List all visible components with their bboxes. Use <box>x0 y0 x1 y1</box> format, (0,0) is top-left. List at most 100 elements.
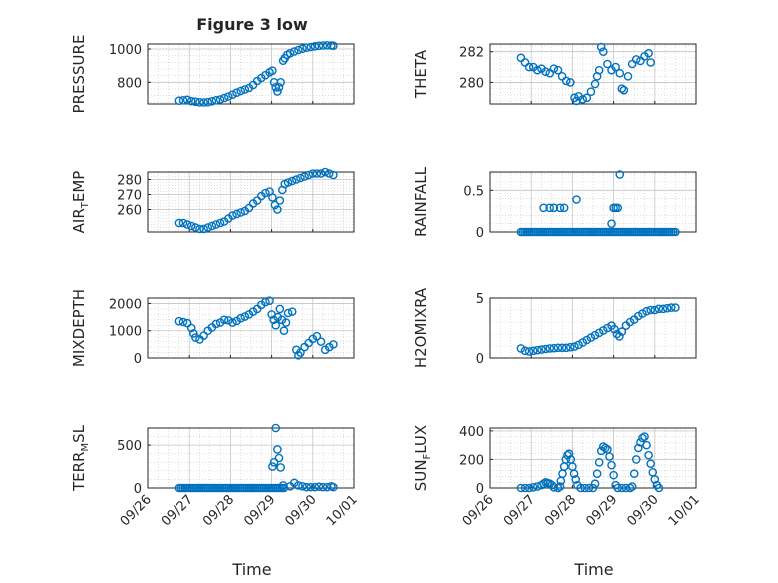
data-point <box>619 85 629 95</box>
panel-terr_msl: 0 500 09/26 09/27 09/28 09/29 09/30 10/01 TERRMS… <box>70 423 361 529</box>
data-point <box>613 203 623 213</box>
data-point <box>559 203 569 213</box>
data-point <box>625 483 635 493</box>
data-point <box>528 346 538 356</box>
y-tick-label: 270 <box>117 189 142 204</box>
x-tick-label: 09/26 <box>118 492 155 529</box>
data-point <box>199 224 208 234</box>
data-point <box>195 224 204 234</box>
data-point <box>588 483 598 493</box>
data-point <box>617 483 627 493</box>
data-point <box>189 329 198 338</box>
data-point <box>558 469 567 479</box>
data-point <box>607 460 616 470</box>
x-tick-label: 10/01 <box>324 492 361 529</box>
data-point <box>615 68 625 78</box>
data-point <box>285 48 295 58</box>
data-point <box>609 470 618 480</box>
data-point <box>642 306 651 316</box>
y-tick-label: 400 <box>459 425 484 440</box>
panel-theta: 280 282 THETA <box>412 42 697 106</box>
y-tick-label: 0 <box>134 482 142 497</box>
data-point <box>533 65 542 75</box>
data-point <box>671 227 680 237</box>
data-point <box>569 469 579 479</box>
y-axis-label: TERRMSL <box>70 424 91 492</box>
y-tick-label: 5 <box>476 292 484 307</box>
data-point <box>275 196 285 205</box>
data-point <box>623 72 633 81</box>
data-point <box>594 65 604 75</box>
data-point <box>178 96 188 105</box>
y-tick-label: 0 <box>134 352 142 367</box>
data-point <box>549 64 559 73</box>
y-tick-label: 260 <box>117 204 142 219</box>
data-point <box>268 193 277 202</box>
x-tick-label: 10/01 <box>666 492 703 529</box>
data-point <box>182 318 192 328</box>
data-point <box>312 331 322 341</box>
data-point <box>572 96 581 106</box>
data-point <box>329 482 338 492</box>
data-point <box>270 200 280 210</box>
data-point <box>539 203 548 213</box>
data-point <box>261 297 270 307</box>
data-point <box>537 345 546 354</box>
data-point <box>549 343 559 353</box>
x-tick-label: 09/30 <box>625 492 662 529</box>
data-point <box>298 44 307 53</box>
data-point <box>268 66 277 75</box>
data-point <box>274 453 284 463</box>
data-point <box>631 455 641 464</box>
data-point <box>207 221 217 231</box>
data-point <box>603 59 612 69</box>
data-point <box>613 483 623 493</box>
panel-h2omixra: 0 5 H2OMIXRA <box>412 287 697 368</box>
data-point <box>236 208 245 217</box>
data-point <box>627 482 637 491</box>
figure-title: Figure 3 low <box>196 15 308 34</box>
data-point <box>644 450 653 460</box>
x-tick-label: 09/29 <box>241 492 278 529</box>
y-tick-label: 280 <box>117 174 142 189</box>
data-point <box>232 209 241 219</box>
data-point <box>615 332 624 341</box>
data-point <box>654 304 664 314</box>
data-point <box>203 97 213 107</box>
x-tick-label: 09/30 <box>283 492 320 529</box>
data-point <box>182 95 192 105</box>
data-point <box>211 319 221 329</box>
y-tick-label: 1000 <box>109 325 142 340</box>
data-point <box>276 463 285 472</box>
data-point <box>219 315 229 325</box>
data-point <box>292 175 301 184</box>
data-point <box>236 86 245 96</box>
data-point <box>555 203 565 213</box>
data-point <box>312 169 322 178</box>
data-point <box>283 308 293 318</box>
data-point <box>296 348 305 357</box>
data-point <box>621 483 631 493</box>
data-point <box>586 87 596 96</box>
x-tick-label: 09/29 <box>583 492 620 529</box>
data-point <box>304 338 313 348</box>
data-point <box>316 337 326 346</box>
x-tick-label: 09/26 <box>460 492 497 529</box>
data-point <box>304 170 313 180</box>
data-point <box>228 211 237 220</box>
panel-rainfall: 0 0.5 RAINFALL <box>412 166 697 241</box>
data-point <box>576 483 585 493</box>
data-point <box>629 469 639 479</box>
data-point <box>617 327 627 336</box>
data-point <box>273 205 282 214</box>
data-point <box>275 304 285 314</box>
data-point <box>520 58 530 67</box>
data-point <box>308 169 318 178</box>
data-point <box>199 98 208 107</box>
y-axis-label: RAINFALL <box>412 166 430 237</box>
data-point <box>224 92 233 101</box>
data-point <box>191 223 200 232</box>
data-point <box>644 48 653 58</box>
y-tick-label: 0 <box>476 352 484 367</box>
